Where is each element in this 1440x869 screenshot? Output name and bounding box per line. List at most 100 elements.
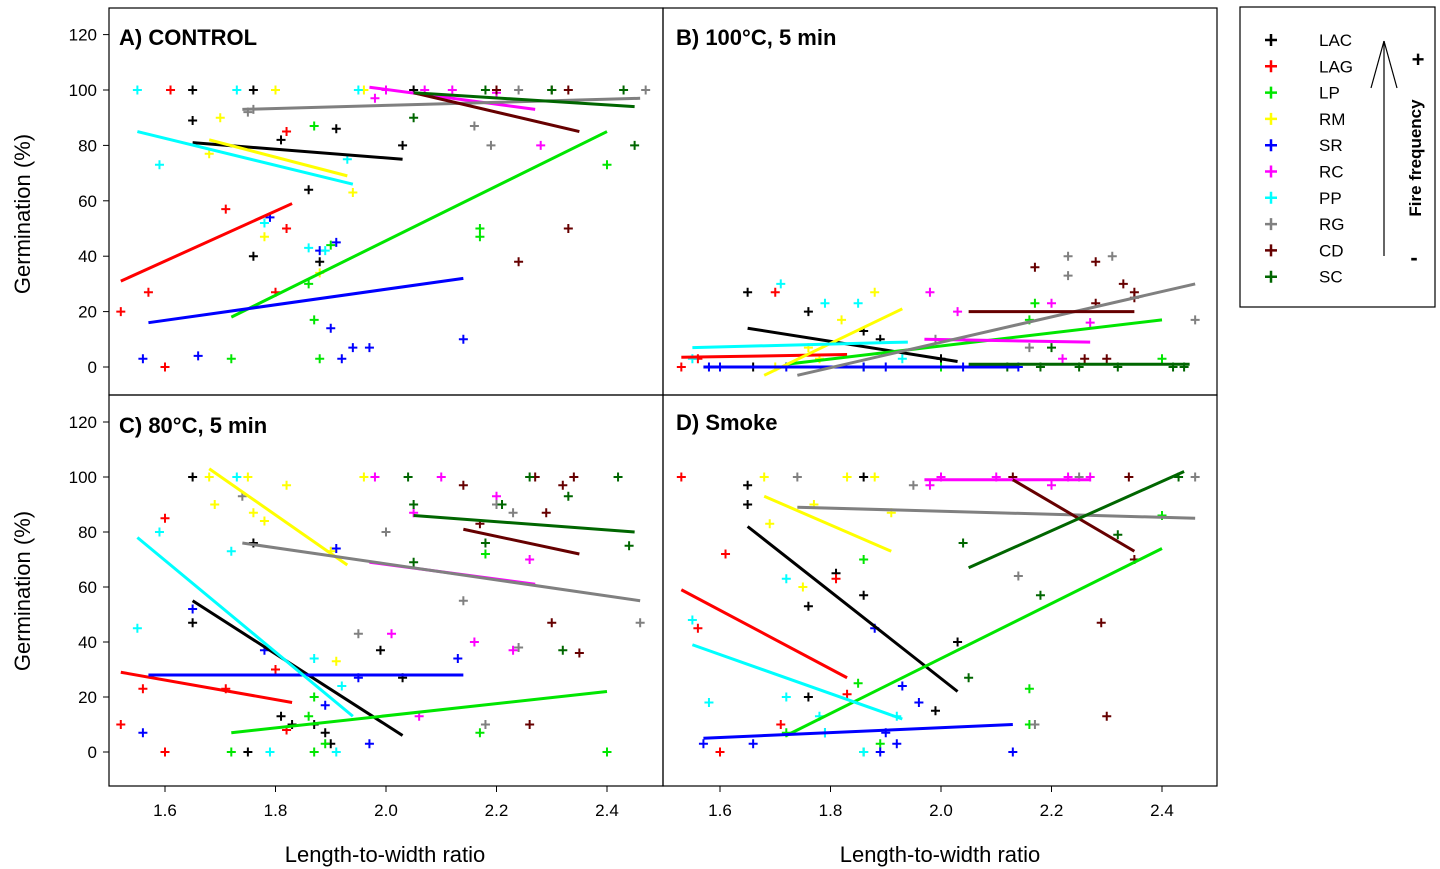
fire-frequency-plus: + <box>1412 47 1425 72</box>
data-point-rm <box>870 287 880 297</box>
legend-marker-rc <box>1265 165 1277 178</box>
data-point-lp <box>475 728 485 738</box>
data-point-rc <box>925 480 935 490</box>
data-point-pp <box>320 246 330 256</box>
y-tick-label: 60 <box>78 578 97 597</box>
data-point-sc <box>964 673 974 683</box>
trend-line-pp <box>137 130 354 186</box>
data-point-lag <box>282 127 292 137</box>
data-point-lac <box>276 711 286 721</box>
data-point-rm <box>842 472 852 482</box>
trend-line-cd <box>1012 478 1136 553</box>
data-point-rc <box>508 645 518 655</box>
data-point-rm <box>210 500 220 509</box>
data-point-pp <box>259 218 269 228</box>
data-point-lag <box>160 513 170 523</box>
trend-line-lac <box>746 525 959 693</box>
data-point-lag <box>138 684 148 694</box>
data-point-lp <box>315 354 325 364</box>
data-point-lac <box>248 251 258 261</box>
y-tick-label: 20 <box>78 303 97 322</box>
data-point-cd <box>1124 472 1134 482</box>
data-point-lac <box>398 140 408 150</box>
x-tick-label: 2.2 <box>1040 801 1064 820</box>
data-point-rm <box>837 315 847 325</box>
data-point-sr <box>748 739 758 749</box>
data-point-rg <box>1190 472 1200 482</box>
data-point-sr <box>914 698 924 707</box>
y-tick-label: 60 <box>78 192 97 211</box>
trend-line-sr <box>148 276 464 325</box>
data-point-lac <box>743 480 753 490</box>
trend-line-rm <box>763 494 892 553</box>
x-axis-title-left: Length-to-width ratio <box>285 842 486 867</box>
data-point-cd <box>558 480 568 490</box>
data-point-rm <box>243 472 253 482</box>
data-point-lac <box>188 618 198 628</box>
data-point-lac <box>315 257 325 267</box>
data-point-lac <box>743 500 753 509</box>
trend-line-lag <box>120 202 293 283</box>
data-point-sr <box>875 747 885 757</box>
y-tick-label: 40 <box>78 633 97 652</box>
data-point-lag <box>676 362 686 372</box>
data-point-rm <box>248 508 258 518</box>
data-point-lag <box>770 287 780 297</box>
data-point-lp <box>226 354 236 364</box>
data-point-sr <box>364 739 374 749</box>
data-point-pp <box>859 747 869 757</box>
data-point-rc <box>1085 472 1095 482</box>
data-point-pp <box>154 527 164 537</box>
data-point-sc <box>403 472 413 482</box>
x-tick-label: 2.4 <box>1150 801 1174 820</box>
panel-c: 0 20 40 60 80 100 120 1.6 1.8 2.0 2.2 2.4 <box>69 394 664 820</box>
y-axis-title-bottom: Germination (%) <box>10 511 35 671</box>
data-point-lp <box>853 678 863 688</box>
data-point-rg <box>908 480 918 490</box>
data-point-rm <box>759 472 769 482</box>
panel-frame <box>662 394 1218 787</box>
data-point-cd <box>458 480 468 490</box>
trend-line-cd <box>463 527 580 556</box>
legend-marker-rm <box>1265 112 1277 125</box>
trend-line-rm <box>763 307 903 377</box>
data-point-pp <box>309 654 319 663</box>
data-point-lac <box>304 185 314 195</box>
panels-layer: 0 20 40 60 80 100 120 0 20 40 60 80 100 120 1.6 1.8 2.0 2… <box>69 7 1218 820</box>
data-point-cd <box>1102 354 1112 364</box>
data-point-lac <box>743 287 753 297</box>
data-point-lac <box>276 135 286 145</box>
data-point-pp <box>232 472 242 482</box>
x-tick-label: 1.8 <box>819 801 843 820</box>
data-point-sc <box>563 491 573 501</box>
data-point-cd <box>563 85 573 95</box>
data-point-rm <box>798 582 808 592</box>
legend-marker-sr <box>1265 139 1277 152</box>
data-point-lag <box>831 574 841 584</box>
data-point-pp <box>820 298 830 308</box>
data-point-lac <box>859 472 869 482</box>
panel-frame <box>662 7 1218 396</box>
y-tick-label: 120 <box>69 26 97 45</box>
data-point-cd <box>1102 711 1112 721</box>
trend-line-pp <box>692 340 908 350</box>
data-point-lp <box>602 160 612 170</box>
y-tick-label: 20 <box>78 688 97 707</box>
data-point-rg <box>1013 571 1023 581</box>
trend-line-sr <box>703 723 1013 740</box>
data-point-sr <box>1008 747 1018 757</box>
trend-line-sc <box>413 91 635 109</box>
data-point-lag <box>693 623 703 633</box>
data-point-lp <box>602 747 612 757</box>
data-point-rc <box>1047 480 1056 490</box>
data-point-rc <box>953 307 963 317</box>
data-point-pp <box>781 692 791 702</box>
data-point-rm <box>271 85 280 95</box>
data-point-rg <box>1107 251 1117 261</box>
data-point-lp <box>875 739 885 749</box>
data-point-lag <box>221 204 231 214</box>
panel-frame <box>108 7 664 396</box>
data-point-rg <box>469 121 479 131</box>
data-point-rg <box>458 596 468 606</box>
y-tick-label: 0 <box>88 358 97 377</box>
